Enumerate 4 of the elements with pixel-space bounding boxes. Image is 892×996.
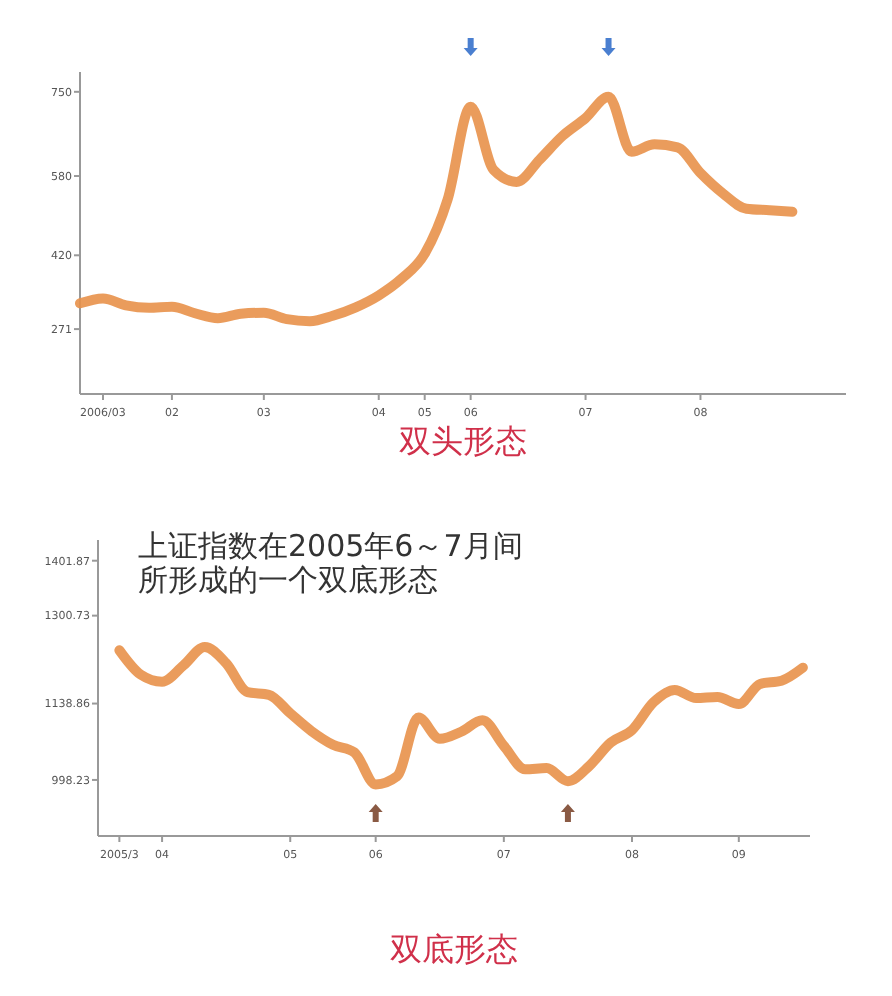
annotation: 上证指数在2005年6～7月间 [138,528,523,564]
annotation: 所形成的一个双底形态 [138,562,438,598]
text: 双头形态 [399,422,527,460]
text: 双底形态 [390,930,518,968]
